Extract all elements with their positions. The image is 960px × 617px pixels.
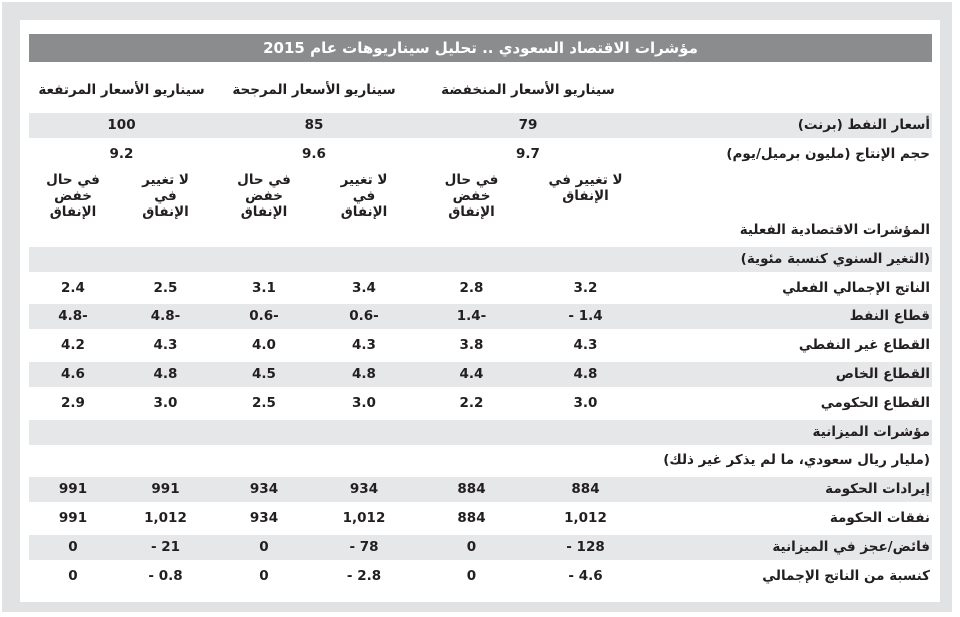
value: 0.6- [249,308,279,325]
value: - 21 [150,538,181,555]
row-band [29,362,932,387]
value: 4.4 [459,366,484,382]
value: 4.0 [252,337,276,354]
value: 2.4 [61,279,85,296]
scenario-header: سيناريو الأسعار المرجحة [232,82,396,98]
row-band [29,113,932,138]
value: 0 [259,538,269,555]
scenario-header: سيناريو الأسعار المرتفعة [38,82,205,98]
row-label: قطاع النفط [849,308,930,325]
value: 4.8- [58,308,88,325]
value: 934 [249,481,279,498]
value: 1,012 [564,510,607,526]
value: 100 [107,117,136,133]
row-label: القطاع الخاص [835,366,930,382]
value: 3.2 [573,279,598,296]
row-label: نفقات الحكومة [829,510,930,526]
value: 4.5 [252,366,276,382]
value: 3.0 [153,394,178,411]
row-band [29,477,932,503]
spending-header: في حال خفض الإنفاق [46,172,100,220]
value: 3.0 [573,394,598,411]
spending-header: في حال خفض الإنفاق [237,172,291,220]
value: - 2.8 [346,567,382,584]
value: 0 [259,567,269,584]
row-band [29,534,932,560]
spending-header: في حال خفض الإنفاق [444,172,499,220]
value: 0 [68,567,78,584]
value: - 4.6 [568,567,603,584]
row-label: مؤشرات الميزانية [812,423,930,440]
value: 0 [466,567,477,584]
value: 2.5 [252,394,276,411]
spending-header: لا تغيير في الإنفاق [340,172,388,220]
value: - 78 [349,538,379,555]
value: 2.2 [459,394,484,411]
value: 9.6 [302,146,326,162]
value: 4.8- [150,308,181,325]
value: 2.8 [459,279,484,296]
value: 3.0 [352,394,376,411]
value: 991 [151,481,180,498]
value: 0.6- [349,308,379,325]
value: 4.6 [61,366,85,382]
value: 991 [58,510,88,526]
row-label: (مليار ريال سعودي، ما لم يذكر غير ذلك) [663,452,930,469]
value: 4.8 [573,366,598,382]
row-label: حجم الإنتاج (مليون برميل/يوم) [726,146,930,162]
value: 884 [457,481,486,498]
value: 991 [58,481,88,498]
row-band [29,246,932,272]
value: 9.7 [516,146,540,162]
value: 2.5 [153,279,178,296]
title: مؤشرات الاقتصاد السعودي .. تحليل سيناريو… [29,34,932,62]
value: 884 [457,510,486,526]
row-band [29,304,932,330]
row-label: كنسبة من الناتج الإجمالي [762,567,930,584]
value: 934 [349,481,379,498]
row-label: إيرادات الحكومة [825,481,930,498]
frame: مؤشرات الاقتصاد السعودي .. تحليل سيناريو… [2,2,952,612]
value: 3.1 [252,279,276,296]
row-label: أسعار النفط (برنت) [797,117,930,133]
row-label: الناتج الإجمالي الفعلي [782,279,930,296]
value: 1.4- [456,308,487,325]
row-label: فائض/عجز في الميزانية [772,538,930,555]
value: 85 [304,117,324,133]
value: 9.2 [109,146,134,162]
value: 3.4 [352,279,376,296]
value: 0 [466,538,477,555]
value: - 128 [566,538,605,555]
scenario-header: سيناريو الأسعار المنخفضة [441,82,615,98]
value: - 1.4 [568,308,603,325]
value: 3.8 [459,337,484,354]
row-label: القطاع الحكومي [820,394,930,411]
spending-header: لا تغيير في الإنفاق [548,172,623,204]
value: 934 [249,510,279,526]
value: 4.3 [352,337,376,354]
row-label: (التغير السنوي كنسبة مئوية) [740,250,930,267]
value: 79 [518,117,538,133]
value: 2.9 [61,394,85,411]
panel: مؤشرات الاقتصاد السعودي .. تحليل سيناريو… [20,20,940,602]
value: 884 [571,481,600,498]
row-band [29,419,932,445]
row-label: المؤشرات الاقتصادية الفعلية [739,222,930,238]
value: 4.3 [153,337,178,354]
value: 4.2 [61,337,85,354]
value: 4.8 [352,366,376,382]
spending-header: لا تغيير في الإنفاق [142,172,189,220]
value: 4.8 [153,366,178,382]
value: 4.3 [573,337,598,354]
value: - 0.8 [148,567,183,584]
row-label: القطاع غير النفطي [798,337,930,354]
value: 1,012 [342,510,386,526]
value: 0 [68,538,78,555]
value: 1,012 [144,510,187,526]
